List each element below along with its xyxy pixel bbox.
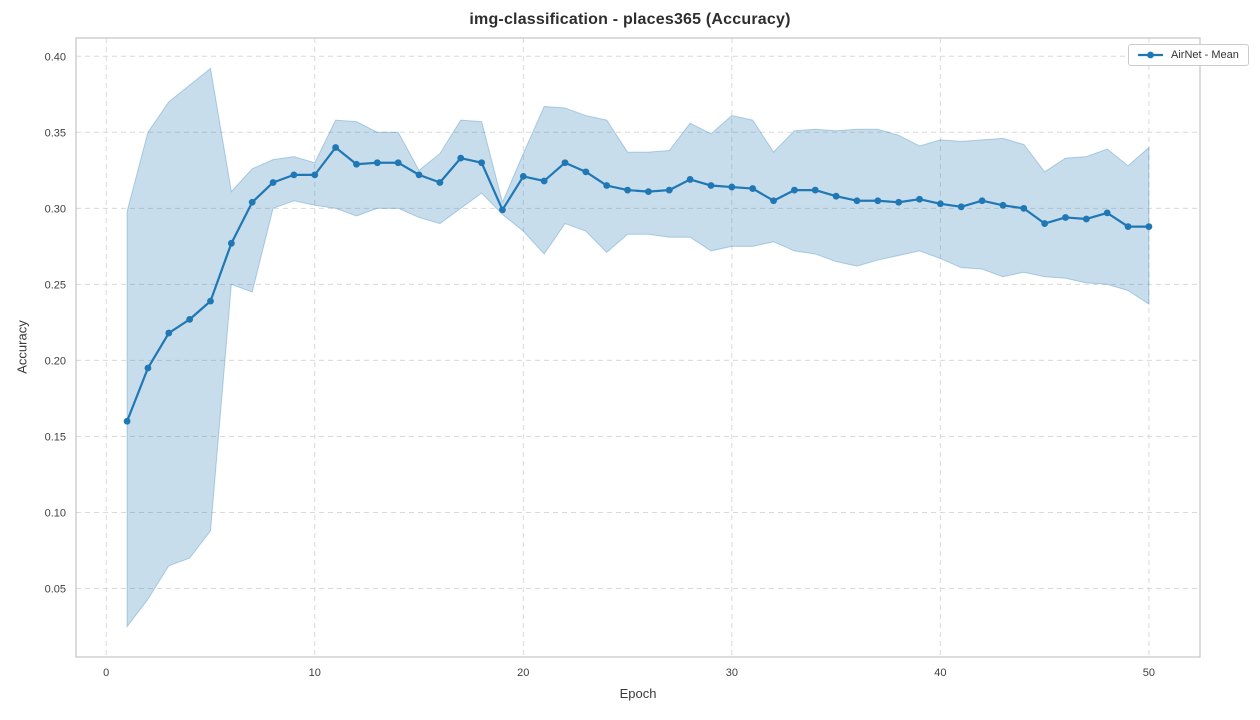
data-point-marker (770, 197, 777, 205)
data-point-marker (1082, 215, 1090, 223)
data-point-marker (290, 171, 298, 179)
data-point-marker (311, 171, 319, 179)
data-point-marker (874, 197, 882, 205)
data-point-marker (540, 177, 548, 185)
data-point-marker (373, 159, 381, 167)
y-tick-label: 0.40 (45, 51, 66, 63)
data-point-marker (895, 198, 903, 206)
data-point-marker (415, 171, 423, 179)
data-point-marker (499, 206, 506, 214)
legend: AirNet - Mean (1128, 44, 1249, 66)
y-tick-label: 0.05 (45, 584, 66, 596)
data-point-marker (436, 179, 444, 186)
data-point-marker (1124, 223, 1132, 230)
x-tick-label: 30 (726, 667, 738, 679)
y-tick-label: 0.30 (45, 203, 66, 215)
data-point-marker (1062, 214, 1069, 221)
x-axis-label: Epoch (619, 686, 657, 701)
legend-label: AirNet - Mean (1171, 49, 1239, 61)
y-tick-label: 0.10 (45, 508, 66, 520)
x-tick-label: 0 (103, 667, 109, 679)
data-point-marker (457, 154, 465, 162)
data-point-marker (707, 182, 715, 189)
data-point-marker (248, 198, 256, 206)
plot-border (75, 37, 1201, 658)
data-point-marker (832, 192, 840, 200)
x-tick-label: 20 (517, 667, 529, 679)
data-point-marker (603, 182, 611, 189)
data-point-marker (394, 159, 402, 167)
data-point-marker (207, 297, 214, 305)
data-point-marker (1041, 220, 1049, 227)
data-point-marker (728, 183, 736, 191)
data-point-marker (957, 203, 965, 211)
data-point-marker (853, 197, 861, 205)
data-point-marker (353, 160, 360, 168)
data-point-marker (978, 197, 986, 205)
mean-line (125, 146, 1151, 423)
data-point-marker (791, 186, 798, 194)
data-point-marker (227, 239, 235, 247)
confidence-band (126, 67, 1150, 629)
data-point-marker (1020, 204, 1028, 212)
data-point-marker (811, 186, 819, 194)
data-point-marker (749, 185, 757, 192)
data-point-marker (332, 144, 340, 151)
chart-title: img-classification - places365 (Accuracy… (469, 11, 791, 28)
data-point-marker (999, 201, 1007, 209)
data-point-marker (123, 417, 131, 425)
data-point-marker (582, 168, 590, 176)
data-point-marker (186, 315, 194, 323)
x-tick-label: 10 (309, 667, 321, 679)
data-point-marker (645, 188, 652, 196)
data-point-marker (686, 176, 694, 183)
y-tick-label: 0.15 (45, 431, 66, 443)
data-point-marker (478, 159, 485, 167)
y-tick-label: 0.20 (45, 355, 66, 367)
data-point-marker (519, 173, 527, 180)
x-tick-label: 40 (934, 667, 946, 679)
data-point-marker (665, 186, 673, 194)
data-point-marker (561, 159, 569, 167)
legend-line-marker-icon (1138, 51, 1163, 59)
y-tick-label: 0.35 (45, 127, 66, 139)
y-tick-label: 0.25 (45, 279, 66, 291)
data-point-marker (624, 186, 631, 194)
data-point-marker (936, 200, 944, 208)
data-point-marker (1145, 223, 1153, 230)
y-axis-label: Accuracy (14, 320, 30, 374)
plot-background (76, 38, 1200, 657)
data-point-marker (1103, 209, 1111, 217)
data-point-marker (144, 364, 152, 372)
data-point-marker (916, 195, 923, 203)
data-point-marker (269, 179, 277, 186)
data-point-marker (165, 329, 173, 337)
x-tick-label: 50 (1143, 667, 1155, 679)
